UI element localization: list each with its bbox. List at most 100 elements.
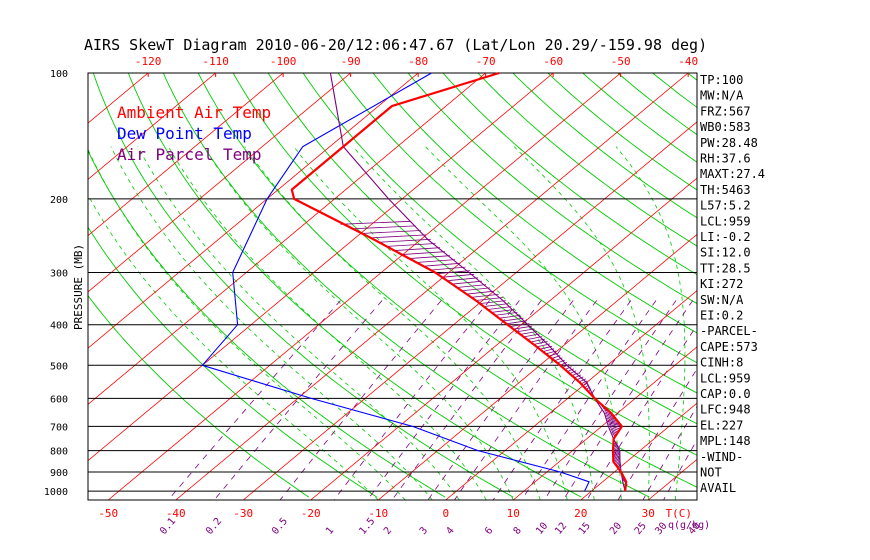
stat-item: -WIND-: [700, 450, 743, 464]
isotherm: [88, 73, 419, 349]
legend-item: Air Parcel Temp: [117, 145, 262, 164]
stat-item: MAXT:27.4: [700, 167, 765, 181]
pressure-tick-label: 300: [50, 269, 68, 280]
hatch-line: [509, 323, 530, 327]
mixing-ratio-line: [544, 300, 677, 500]
mixing-ratio-label: 25: [633, 521, 649, 537]
mixing-ratio-label: 3: [418, 525, 430, 537]
pressure-tick-label: 200: [50, 195, 68, 206]
stat-item: EI:0.2: [700, 309, 743, 323]
air-parcel-temp-line: [329, 72, 626, 492]
dry-adiabat: [267, 73, 697, 425]
hatch-line: [519, 331, 537, 335]
pressure-tick-label: 800: [50, 447, 68, 458]
hatch-line: [609, 425, 621, 430]
hatch-line: [470, 294, 499, 298]
stat-item: LCL:959: [700, 214, 751, 228]
stat-item: RH:37.6: [700, 152, 751, 166]
pressure-tick-label: 400: [50, 321, 68, 332]
dry-adiabat: [828, 73, 870, 497]
chart-title: AIRS SkewT Diagram 2010-06-20/12:06:47.6…: [84, 36, 707, 54]
top-temp-tick-label: -60: [543, 55, 563, 68]
hatch-line: [560, 361, 568, 366]
mixing-ratio-label: 6: [483, 525, 495, 537]
stat-item: L57:5.2: [700, 199, 751, 213]
moist-adiabat: [137, 146, 460, 500]
stat-item: LFC:948: [700, 403, 751, 417]
temp-unit-label: T(C): [666, 507, 693, 520]
hatch-line: [479, 300, 506, 304]
pressure-tick-label: 100: [50, 69, 68, 80]
mixing-ratio-line: [454, 300, 598, 500]
hatch-line: [516, 328, 535, 333]
bottom-temp-tick-label: 10: [507, 507, 520, 520]
dry-adiabat: [407, 73, 697, 305]
isotherm: [88, 73, 351, 293]
pressure-tick-label: 900: [50, 468, 68, 479]
legend-item: Dew Point Temp: [117, 124, 252, 143]
hatch-line: [378, 238, 431, 243]
hatch-line: [502, 317, 524, 322]
hatch-line: [606, 417, 618, 422]
mixing-ratio-label: 20: [608, 521, 624, 537]
isotherm: [310, 177, 697, 500]
mixing-ratio-line: [213, 300, 383, 500]
hatch-line: [436, 270, 471, 275]
mixing-ratio-line: [367, 300, 520, 500]
hatch-line: [606, 419, 619, 424]
hatch-line: [455, 284, 487, 288]
hatch-line: [608, 424, 622, 428]
mixing-ratio-line: [617, 368, 697, 500]
top-temp-tick-label: -120: [135, 55, 162, 68]
mixing-ratio-label: 0.2: [204, 516, 224, 537]
mixing-ratio-line: [586, 324, 697, 500]
mixing-ratio-line: [427, 300, 574, 500]
moist-adiabat: [110, 146, 433, 500]
mixing-ratio-label: 8: [512, 525, 524, 537]
top-temp-tick-label: -100: [270, 55, 297, 68]
bottom-temp-tick-label: 20: [574, 507, 587, 520]
pressure-tick-label: 600: [50, 394, 68, 405]
moist-adiabat: [88, 194, 379, 500]
isotherm: [377, 233, 697, 500]
bottom-temp-tick-label: -30: [233, 507, 253, 520]
dry-adiabat: [372, 73, 697, 334]
hatch-line: [340, 220, 411, 225]
stat-item: PW:28.48: [700, 136, 758, 150]
moist-adiabat: [88, 148, 406, 500]
hatch-line: [578, 378, 586, 383]
hatch-line: [609, 427, 620, 431]
bottom-temp-tick-label: -10: [368, 507, 388, 520]
hatch-line: [523, 333, 540, 338]
cape-hatching: [340, 220, 627, 484]
mixing-ratio-line: [562, 300, 694, 500]
stat-item: CINH:8: [700, 356, 743, 370]
hatch-line: [610, 428, 619, 433]
mixing-ratio-line: [167, 300, 341, 500]
hatch-line: [360, 230, 421, 234]
y-axis-label: PRESSURE (MB): [72, 244, 85, 330]
bottom-temp-tick-label: -40: [166, 507, 186, 520]
stat-item: LI:-0.2: [700, 230, 751, 244]
dry-adiabat: [758, 73, 870, 497]
stat-item: LCL:959: [700, 371, 751, 385]
hatch-line: [613, 457, 621, 462]
stat-item: SI:12.0: [700, 246, 751, 260]
mixing-ratio-label: 2: [382, 525, 394, 537]
stat-item: -PARCEL-: [700, 324, 758, 338]
bottom-temp-tick-label: -20: [301, 507, 321, 520]
stat-item: CAPE:573: [700, 340, 758, 354]
hatch-line: [605, 416, 617, 420]
dry-adiabat: [302, 73, 697, 394]
mixing-ratio-line: [279, 300, 442, 500]
hatch-line: [350, 225, 416, 230]
legend: Ambient Air Temp Dew Point Temp Air Parcel…: [117, 103, 271, 164]
stat-item: WB0:583: [700, 120, 751, 134]
dry-adiabat: [793, 73, 870, 497]
isotherm: [512, 346, 697, 500]
bottom-temp-tick-label: 30: [642, 507, 655, 520]
stat-item: CAP:0.0: [700, 387, 751, 401]
mixing-ratio-label: 12: [553, 521, 569, 537]
